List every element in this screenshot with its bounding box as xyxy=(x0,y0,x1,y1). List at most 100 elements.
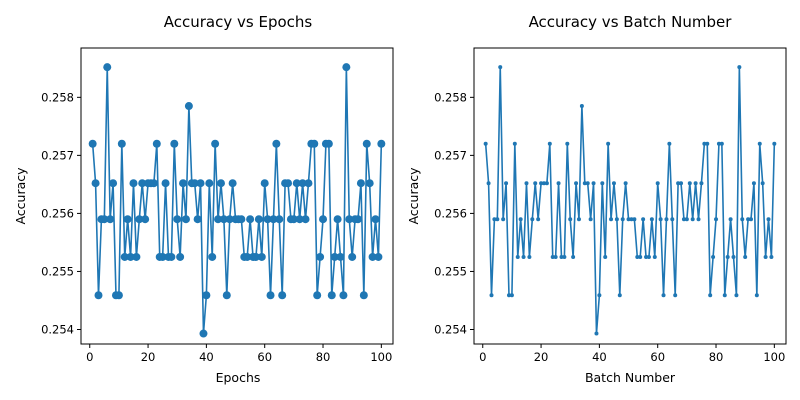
data-point xyxy=(582,181,587,186)
data-point xyxy=(687,181,692,186)
data-point xyxy=(716,141,721,146)
data-point xyxy=(152,139,161,148)
data-point xyxy=(699,181,704,186)
data-point xyxy=(533,181,538,186)
data-point xyxy=(377,139,386,148)
data-point xyxy=(149,179,158,188)
data-point xyxy=(620,217,625,222)
data-point xyxy=(579,104,584,109)
data-point xyxy=(661,293,666,298)
data-point xyxy=(339,291,348,300)
data-point xyxy=(670,217,675,222)
data-point xyxy=(495,217,500,222)
data-point xyxy=(356,179,365,188)
tick-group: 0 20 40 60 80 100 0.254 0.255 0.256 0.257 0.258 xyxy=(41,90,392,364)
data-point xyxy=(667,141,672,146)
y-tick-label: 0.255 xyxy=(434,264,467,278)
data-point xyxy=(696,217,701,222)
x-tick-label: 0 xyxy=(86,350,93,364)
data-point xyxy=(597,293,602,298)
data-point xyxy=(123,215,132,224)
data-point xyxy=(562,254,567,259)
data-point xyxy=(100,215,109,224)
data-point xyxy=(295,215,304,224)
data-point xyxy=(94,291,103,300)
data-point xyxy=(275,215,284,224)
data-point xyxy=(679,181,684,186)
data-point xyxy=(289,215,298,224)
data-point xyxy=(591,181,596,186)
data-point xyxy=(626,217,631,222)
data-point xyxy=(629,217,634,222)
data-point xyxy=(611,181,616,186)
data-point xyxy=(365,179,374,188)
series-line xyxy=(91,66,383,335)
data-point xyxy=(772,141,777,146)
data-point xyxy=(216,179,225,188)
data-point xyxy=(649,217,654,222)
data-point xyxy=(652,254,657,259)
data-point xyxy=(550,254,555,259)
data-point xyxy=(568,217,573,222)
y-tick-label: 0.257 xyxy=(41,148,74,162)
data-point xyxy=(330,252,339,261)
data-point xyxy=(635,254,640,259)
plot-frame xyxy=(80,47,394,345)
data-point xyxy=(304,179,313,188)
x-tick-label: 20 xyxy=(141,350,156,364)
y-axis-label: Accuracy xyxy=(13,167,28,225)
data-point xyxy=(524,181,529,186)
data-point xyxy=(336,252,345,261)
data-point xyxy=(202,291,211,300)
data-point xyxy=(211,139,220,148)
data-point xyxy=(760,181,765,186)
data-point xyxy=(638,254,643,259)
data-point xyxy=(527,254,532,259)
x-tick-label: 100 xyxy=(370,350,392,364)
epochs-chart: Accuracy vs Epochs 0 20 40 60 80 100 0.254 0.25… xyxy=(13,13,394,385)
data-point xyxy=(489,293,494,298)
data-point xyxy=(327,291,336,300)
data-point xyxy=(243,252,252,261)
data-point xyxy=(541,181,546,186)
batch-chart: Accuracy vs Batch Number 0 20 40 60 80 100 0.2… xyxy=(406,13,787,385)
series-group xyxy=(88,63,386,338)
data-point xyxy=(278,291,287,300)
data-point xyxy=(722,293,727,298)
data-point xyxy=(324,139,333,148)
data-point xyxy=(263,215,272,224)
data-point xyxy=(609,217,614,222)
data-point xyxy=(298,179,307,188)
x-tick-label: 40 xyxy=(592,350,607,364)
data-point xyxy=(251,252,260,261)
y-tick-label: 0.258 xyxy=(41,90,74,104)
data-point xyxy=(88,139,97,148)
data-point xyxy=(763,254,768,259)
data-point xyxy=(594,331,599,336)
data-point xyxy=(184,102,193,111)
data-point xyxy=(521,254,526,259)
data-point xyxy=(617,293,622,298)
data-point xyxy=(316,252,325,261)
data-point xyxy=(179,179,188,188)
x-axis-label: Epochs xyxy=(216,370,261,385)
data-point xyxy=(754,293,759,298)
data-point xyxy=(106,215,115,224)
data-point xyxy=(658,217,663,222)
data-point xyxy=(486,181,491,186)
data-point xyxy=(91,179,100,188)
data-point xyxy=(693,181,698,186)
data-point xyxy=(228,179,237,188)
y-tick-label: 0.258 xyxy=(434,90,467,104)
data-point xyxy=(348,252,357,261)
x-tick-label: 20 xyxy=(534,350,549,364)
data-point xyxy=(284,179,293,188)
data-point xyxy=(176,252,185,261)
data-point xyxy=(342,63,351,72)
data-point xyxy=(603,254,608,259)
data-point xyxy=(313,291,322,300)
data-point xyxy=(368,252,377,261)
data-point xyxy=(606,141,611,146)
data-point xyxy=(269,215,278,224)
